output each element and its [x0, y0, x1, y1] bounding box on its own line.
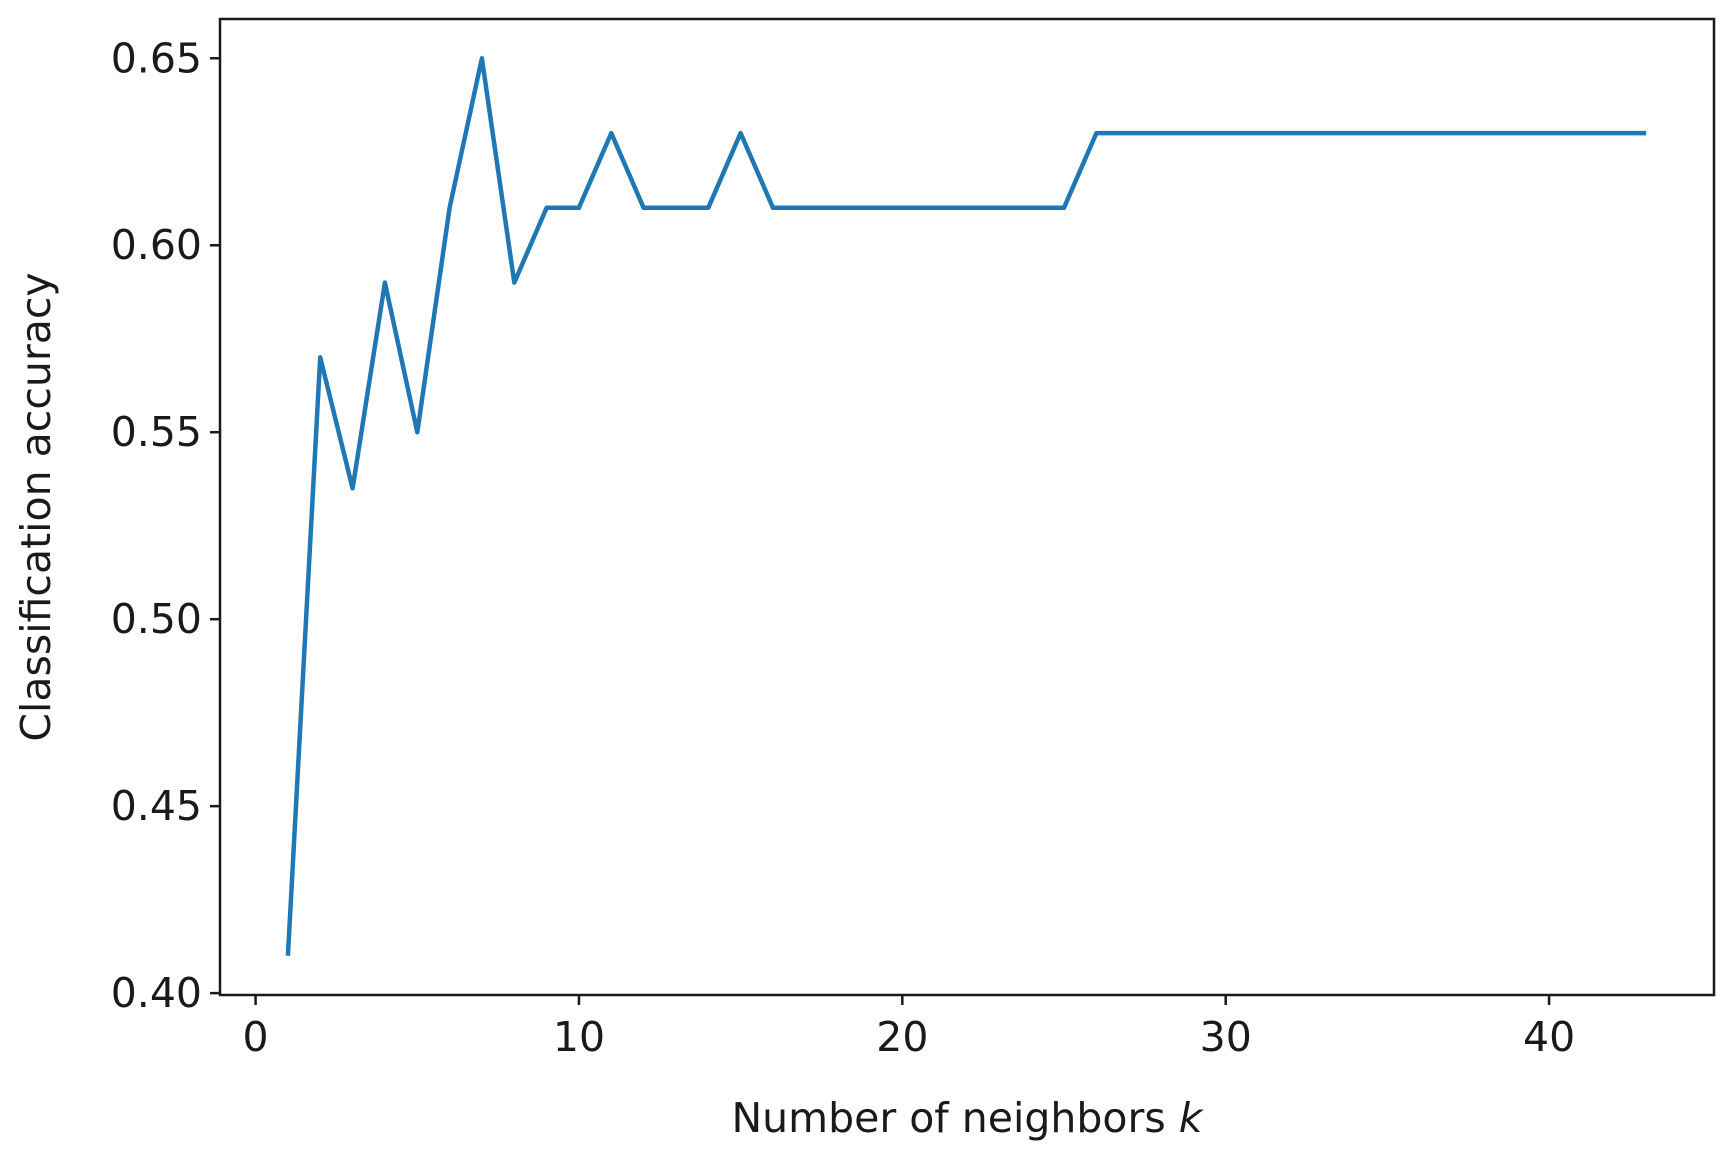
x-tick-label: 40: [1523, 1013, 1575, 1061]
y-axis-label: Classification accuracy: [12, 272, 60, 741]
x-tick-label: 20: [876, 1013, 928, 1061]
x-tick-label: 10: [553, 1013, 605, 1061]
x-axis-label: Number of neighbors k: [731, 1094, 1204, 1142]
x-tick-label: 0: [243, 1013, 269, 1061]
x-axis-label-text: Number of neighbors: [731, 1094, 1178, 1142]
y-tick-label: 0.60: [111, 221, 202, 269]
plot-frame: [218, 17, 1716, 997]
x-tick-label: 30: [1200, 1013, 1252, 1061]
x-axis-label-variable: k: [1179, 1094, 1205, 1142]
y-tick-label: 0.40: [111, 969, 202, 1017]
accuracy-series-line: [285, 56, 1647, 956]
x-axis-ticks: 0 10 20 30 40: [243, 995, 1575, 1061]
y-tick-label: 0.55: [111, 408, 202, 456]
y-axis-ticks: 0.40 0.45 0.50 0.55 0.60 0.65: [111, 34, 220, 1017]
y-tick-label: 0.65: [111, 34, 202, 82]
y-tick-label: 0.50: [111, 595, 202, 643]
y-tick-label: 0.45: [111, 782, 202, 830]
